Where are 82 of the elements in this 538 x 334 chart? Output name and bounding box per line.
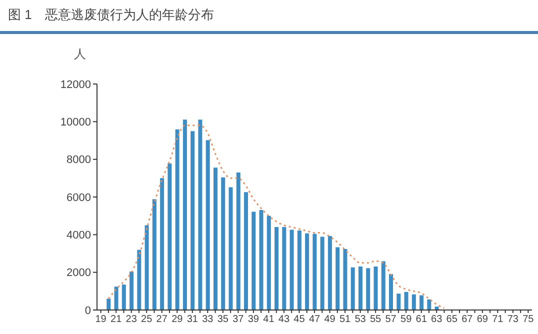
bar: [297, 230, 302, 310]
x-tick-label: 25: [141, 314, 153, 326]
bar: [427, 299, 432, 310]
x-tick-label: 61: [416, 314, 428, 326]
y-tick-label: 10000: [60, 116, 91, 129]
bar: [259, 210, 264, 310]
bar: [252, 212, 256, 310]
line-series: [108, 124, 445, 309]
bar: [412, 294, 416, 310]
x-tick-label: 35: [217, 314, 229, 326]
x-tick-label: 69: [476, 314, 488, 326]
bar: [328, 236, 332, 310]
bar: [160, 178, 164, 310]
bar: [182, 120, 187, 310]
bar: [266, 216, 271, 310]
x-tick-label: 65: [446, 314, 458, 326]
bar: [236, 172, 240, 310]
y-tick-label: 12000: [60, 78, 91, 91]
x-tick-label: 59: [400, 314, 412, 326]
y-axis-title: 人: [74, 46, 86, 63]
x-tick-label: 49: [324, 314, 336, 326]
x-tick-label: 57: [385, 314, 397, 326]
bar: [396, 294, 401, 310]
bar: [114, 286, 118, 310]
bar: [274, 226, 279, 310]
x-tick-label: 39: [248, 314, 260, 326]
x-tick-label: 37: [232, 314, 244, 326]
x-tick-label: 19: [95, 314, 107, 326]
bar: [350, 267, 355, 310]
bar: [244, 192, 248, 310]
x-tick-label: 23: [126, 314, 138, 326]
y-tick-label: 2000: [66, 267, 91, 280]
bar: [137, 250, 142, 310]
bar: [305, 233, 310, 310]
y-tick-label: 0: [84, 304, 91, 317]
bar: [420, 295, 424, 310]
bar: [213, 168, 218, 310]
bar: [190, 131, 195, 310]
x-tick-label: 21: [110, 314, 122, 326]
x-tick-label: 55: [370, 314, 382, 326]
x-tick-label: 53: [354, 314, 366, 326]
x-tick-label: 73: [507, 314, 519, 326]
bar: [221, 177, 226, 310]
bar: [404, 292, 408, 310]
y-tick-label: 6000: [66, 192, 91, 204]
bar: [336, 247, 340, 310]
bar: [198, 120, 202, 310]
bar: [144, 225, 149, 310]
x-tick-label: 29: [172, 314, 184, 326]
x-tick-label: 43: [278, 314, 290, 326]
x-tick-label: 45: [294, 314, 306, 326]
bar: [343, 248, 348, 310]
bar: [381, 261, 386, 310]
chart-title: 图 1 恶意逃废债行为人的年龄分布: [0, 0, 538, 34]
x-tick-label: 51: [339, 314, 352, 326]
bar: [152, 199, 156, 310]
y-tick-label: 4000: [66, 230, 91, 242]
x-tick-label: 47: [308, 314, 320, 326]
bar: [389, 274, 393, 310]
bar: [206, 140, 210, 310]
y-tick-label: 8000: [66, 154, 91, 166]
bar: [320, 236, 324, 310]
x-tick-label: 63: [431, 314, 443, 326]
bar: [282, 226, 286, 310]
bar: [122, 284, 126, 310]
bar: [358, 266, 362, 310]
bar: [130, 272, 134, 310]
x-tick-label: 71: [492, 314, 504, 326]
x-tick-label: 75: [522, 314, 534, 326]
x-tick-label: 27: [156, 314, 168, 326]
bar: [374, 266, 378, 310]
x-tick-label: 31: [186, 314, 198, 326]
bar: [290, 230, 294, 310]
bar: [168, 163, 172, 310]
x-tick-label: 67: [462, 314, 474, 326]
bar: [106, 298, 111, 310]
x-tick-label: 41: [263, 314, 275, 326]
bar: [366, 268, 370, 310]
bar: [175, 129, 180, 310]
bar: [312, 234, 317, 310]
x-tick-label: 33: [202, 314, 214, 326]
bar: [228, 187, 233, 310]
